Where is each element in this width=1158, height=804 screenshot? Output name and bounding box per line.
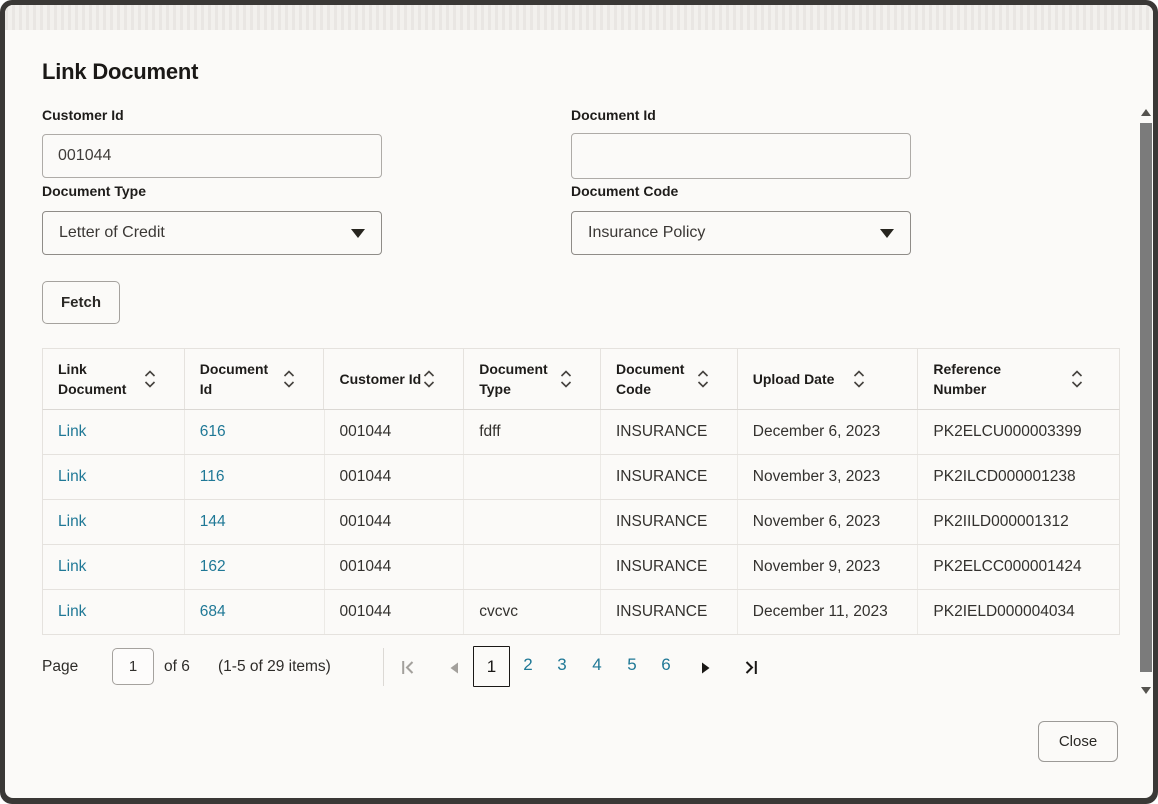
- customer-id-cell: 001044: [325, 455, 465, 499]
- next-page-icon[interactable]: [700, 661, 712, 675]
- column-header-label: Reference Number: [933, 360, 1002, 397]
- document-id-link[interactable]: 684: [199, 603, 226, 620]
- sort-icon[interactable]: [144, 368, 156, 390]
- document-type-cell: cvcvc: [464, 590, 601, 634]
- document-type-cell: [464, 500, 601, 544]
- chevron-down-icon: [880, 228, 894, 238]
- items-range-text: (1-5 of 29 items): [218, 658, 331, 675]
- document-type-value: Letter of Credit: [59, 224, 165, 241]
- customer-id-label: Customer Id: [42, 107, 124, 123]
- document-id-link[interactable]: 162: [199, 558, 226, 575]
- page-title: Link Document: [42, 59, 199, 84]
- link-document-link[interactable]: Link: [58, 603, 87, 620]
- page-button[interactable]: 6: [661, 655, 671, 674]
- link-document-link[interactable]: Link: [58, 558, 87, 575]
- column-header-document-type[interactable]: Document Type: [464, 349, 601, 409]
- document-code-label: Document Code: [571, 183, 679, 199]
- customer-id-cell: 001044: [325, 545, 465, 589]
- table-row: Link 162 001044 INSURANCE November 9, 20…: [42, 545, 1120, 590]
- sort-icon[interactable]: [560, 368, 572, 390]
- page-number-input[interactable]: [112, 648, 154, 685]
- reference-number-cell: PK2IELD000004034: [933, 603, 1075, 620]
- reference-number-cell: PK2ILCD000001238: [933, 468, 1076, 485]
- column-header-label: Document Type: [479, 360, 548, 397]
- document-code-cell: INSURANCE: [601, 500, 738, 544]
- table-row: Link 116 001044 INSURANCE November 3, 20…: [42, 455, 1120, 500]
- sort-icon[interactable]: [1071, 368, 1083, 390]
- column-header-label: Customer Id: [339, 370, 422, 387]
- link-document-link[interactable]: Link: [58, 423, 87, 440]
- upload-date-cell: November 3, 2023: [738, 455, 919, 499]
- document-code-select[interactable]: Insurance Policy: [571, 211, 911, 255]
- fetch-button[interactable]: Fetch: [42, 281, 120, 324]
- document-code-cell: INSURANCE: [601, 455, 738, 499]
- column-header-label: Link Document: [58, 360, 127, 397]
- last-page-icon[interactable]: [742, 659, 759, 676]
- scroll-up-icon[interactable]: [1141, 109, 1151, 116]
- document-id-label: Document Id: [571, 107, 656, 123]
- document-code-cell: INSURANCE: [601, 590, 738, 634]
- table-row: Link 616 001044 fdff INSURANCE December …: [42, 410, 1120, 455]
- upload-date-cell: December 6, 2023: [738, 410, 919, 454]
- column-header-label: Document Code: [615, 360, 685, 397]
- document-id-link[interactable]: 116: [199, 468, 225, 485]
- sort-icon[interactable]: [283, 368, 295, 390]
- document-code-value: Insurance Policy: [588, 224, 706, 241]
- page-of-total: of 6: [164, 658, 190, 675]
- link-document-link[interactable]: Link: [58, 513, 87, 530]
- table-header-row: Link Document Document Id Customer Id Do…: [42, 348, 1120, 410]
- sort-icon[interactable]: [697, 368, 709, 390]
- vertical-scrollbar-thumb[interactable]: [1140, 123, 1152, 672]
- upload-date-cell: November 6, 2023: [738, 500, 919, 544]
- pagination-divider: [383, 648, 384, 686]
- document-type-select[interactable]: Letter of Credit: [42, 211, 382, 255]
- document-type-label: Document Type: [42, 183, 146, 199]
- upload-date-cell: November 9, 2023: [738, 545, 919, 589]
- document-type-cell: [464, 455, 601, 499]
- column-header-customer-id[interactable]: Customer Id: [324, 349, 465, 409]
- reference-number-cell: PK2IILD000001312: [933, 513, 1069, 530]
- customer-id-cell: 001044: [325, 500, 465, 544]
- column-header-label: Upload Date: [752, 370, 835, 387]
- link-document-link[interactable]: Link: [58, 468, 87, 485]
- upload-date-cell: December 11, 2023: [738, 590, 919, 634]
- customer-id-cell: 001044: [325, 590, 465, 634]
- reference-number-cell: PK2ELCC000001424: [933, 558, 1082, 575]
- reference-number-cell: PK2ELCU000003399: [933, 423, 1082, 440]
- first-page-icon[interactable]: [400, 659, 417, 676]
- chevron-down-icon: [351, 228, 365, 238]
- close-button[interactable]: Close: [1038, 721, 1118, 762]
- table-row: Link 684 001044 cvcvc INSURANCE December…: [42, 590, 1120, 635]
- document-code-cell: INSURANCE: [601, 410, 738, 454]
- document-type-cell: fdff: [464, 410, 601, 454]
- page-button[interactable]: 3: [557, 655, 567, 674]
- sort-icon[interactable]: [853, 368, 865, 390]
- page-background-strip: [5, 5, 1153, 30]
- customer-id-cell: 001044: [325, 410, 465, 454]
- previous-page-icon[interactable]: [448, 661, 460, 675]
- page-button[interactable]: 5: [627, 655, 637, 674]
- scroll-down-icon[interactable]: [1141, 687, 1151, 694]
- column-header-document-code[interactable]: Document Code: [601, 349, 738, 409]
- document-id-input[interactable]: [571, 133, 911, 179]
- page-button-current[interactable]: 1: [473, 646, 510, 687]
- column-header-document-id[interactable]: Document Id: [185, 349, 325, 409]
- document-type-cell: [464, 545, 601, 589]
- document-id-link[interactable]: 144: [199, 513, 226, 530]
- page-button[interactable]: 4: [592, 655, 602, 674]
- document-id-link[interactable]: 616: [199, 423, 226, 440]
- documents-table: Link Document Document Id Customer Id Do…: [42, 348, 1120, 635]
- document-code-cell: INSURANCE: [601, 545, 738, 589]
- column-header-reference-number[interactable]: Reference Number: [918, 349, 1119, 409]
- column-header-upload-date[interactable]: Upload Date: [738, 349, 919, 409]
- column-header-link-document[interactable]: Link Document: [43, 349, 185, 409]
- pagination-bar: Page of 6 (1-5 of 29 items) 1 2 3 4 5 6: [42, 646, 1122, 690]
- page-button[interactable]: 2: [523, 655, 533, 674]
- column-header-label: Document Id: [199, 360, 269, 397]
- page-label: Page: [42, 658, 79, 675]
- table-row: Link 144 001044 INSURANCE November 6, 20…: [42, 500, 1120, 545]
- sort-icon[interactable]: [423, 368, 435, 390]
- customer-id-input[interactable]: [42, 134, 382, 178]
